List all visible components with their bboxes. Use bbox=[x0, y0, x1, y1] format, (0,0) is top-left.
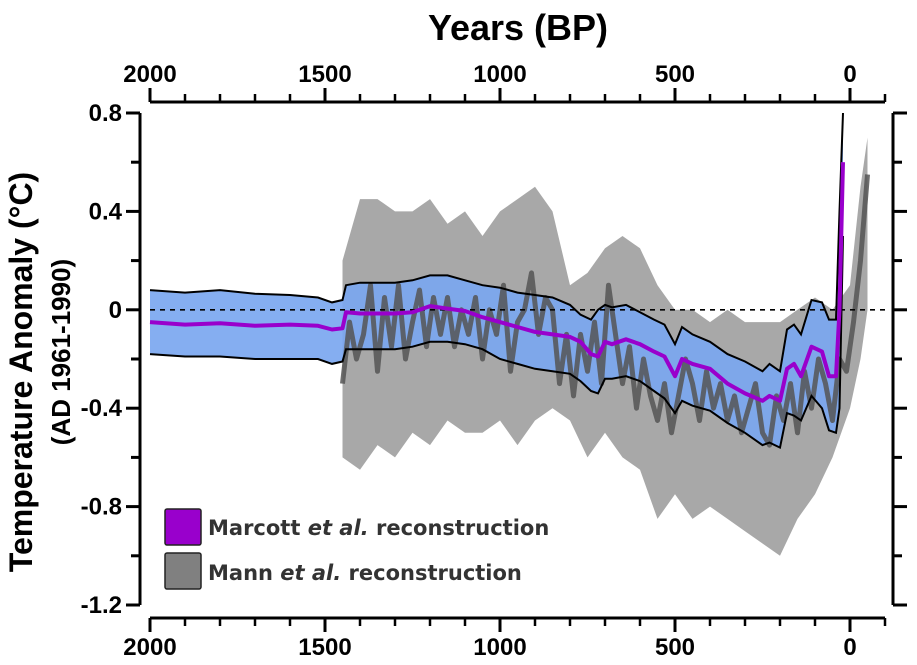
legend-mann-etal: et al. bbox=[280, 561, 341, 585]
axes-group: 2000 2000 1500 1500 1000 1000 500 500 0 0 0.8 0.4 0 -… bbox=[81, 61, 907, 661]
legend-marcott-name: Marcott bbox=[208, 516, 308, 540]
y-tick-label: -0.8 bbox=[81, 494, 122, 521]
x-tick-label-top: 0 bbox=[843, 61, 856, 88]
x-tick-label-top: 2000 bbox=[123, 61, 176, 88]
x-tick-label-bottom: 500 bbox=[655, 634, 695, 661]
marcott-upper-bound bbox=[149, 112, 844, 374]
legend-marcott-etal: et al. bbox=[308, 516, 369, 540]
legend: Marcott et al. reconstruction Mann et al… bbox=[164, 508, 549, 590]
mann-line bbox=[340, 174, 870, 448]
marcott-line bbox=[149, 162, 845, 403]
x-tick-label-bottom: 1000 bbox=[473, 634, 526, 661]
y-tick-label: 0.4 bbox=[89, 198, 123, 225]
y-tick-label: -0.4 bbox=[81, 395, 123, 422]
x-tick-label-bottom: 1500 bbox=[298, 634, 351, 661]
y-axis-title: Temperature Anomaly (°C) bbox=[3, 172, 39, 572]
x-axis-title: Years (BP) bbox=[428, 7, 608, 48]
legend-label-marcott: Marcott et al. reconstruction bbox=[208, 516, 549, 540]
legend-mann-suffix: reconstruction bbox=[341, 561, 522, 585]
x-tick-label-top: 1500 bbox=[298, 61, 351, 88]
legend-marcott-suffix: reconstruction bbox=[369, 516, 550, 540]
legend-swatch-mann bbox=[164, 552, 202, 590]
x-tick-label-top: 500 bbox=[655, 61, 695, 88]
legend-mann-name: Mann bbox=[208, 561, 280, 585]
y-tick-label: 0.8 bbox=[89, 100, 122, 127]
marcott-line-group bbox=[149, 162, 845, 403]
y-tick-label: -1.2 bbox=[81, 592, 122, 619]
mann-line-group bbox=[340, 174, 870, 448]
marcott-bounds-group bbox=[149, 112, 844, 450]
legend-swatch-marcott bbox=[164, 508, 202, 546]
y-axis-subtitle: (AD 1961-1990) bbox=[46, 259, 76, 445]
legend-label-mann: Mann et al. reconstruction bbox=[208, 561, 522, 585]
x-tick-label-top: 1000 bbox=[473, 61, 526, 88]
y-tick-label: 0 bbox=[109, 297, 122, 324]
x-tick-label-bottom: 0 bbox=[843, 634, 856, 661]
x-tick-label-bottom: 2000 bbox=[123, 634, 176, 661]
marcott-lower-bound bbox=[149, 235, 844, 450]
